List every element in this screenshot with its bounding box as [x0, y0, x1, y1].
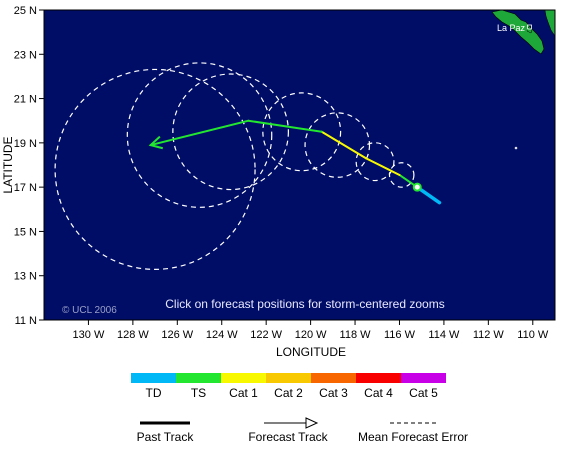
- past-track-legend-label: Past Track: [137, 430, 195, 444]
- y-tick-label: 19 N: [14, 138, 37, 150]
- map-frame: [43, 9, 556, 321]
- forecast-error-circle[interactable]: [54, 68, 256, 271]
- past-track-segment: [415, 185, 442, 205]
- y-tick-label: 21 N: [14, 94, 37, 106]
- forecast-track-segment: [149, 119, 250, 147]
- x-tick-label: 112 W: [473, 329, 505, 341]
- latitude-axis-label: LATITUDE: [1, 136, 15, 193]
- y-tick-label: 23 N: [14, 49, 37, 61]
- x-tick-label: 128 W: [117, 329, 149, 341]
- legend-swatch: [176, 373, 221, 383]
- longitude-axis-label: LONGITUDE: [276, 345, 346, 359]
- storm-track[interactable]: [148, 119, 442, 205]
- legend-category-label: TD: [146, 386, 162, 400]
- la-paz-marker: [527, 24, 532, 30]
- x-tick-label: 110 W: [517, 329, 549, 341]
- legend-swatch: [266, 373, 311, 383]
- x-tick-label: 126 W: [161, 329, 193, 341]
- forecast-track-legend-label: Forecast Track: [248, 430, 328, 444]
- forecast-error-circle[interactable]: [172, 73, 289, 191]
- legend-category-label: Cat 1: [229, 386, 258, 400]
- legend-swatch: [356, 373, 401, 383]
- x-tick-label: 120 W: [295, 329, 327, 341]
- y-tick-label: 15 N: [14, 226, 37, 238]
- legend-category-label: TS: [191, 386, 206, 400]
- longitude-axis: 130 W 128 W 126 W 124 W 122 W 120 W 118 W 116 W…: [73, 320, 549, 341]
- forecast-track-segment: [320, 130, 368, 160]
- forecast-track-legend-arrowhead: [305, 417, 319, 429]
- latitude-axis: 25 N 23 N 21 N 19 N 17 N 15 N 13 N 11 N: [14, 5, 44, 327]
- forecast-error-circles[interactable]: [54, 62, 415, 271]
- baja-california-land: [491, 10, 545, 55]
- legend-category-label: Cat 2: [274, 386, 303, 400]
- legend-category-label: Cat 4: [364, 386, 393, 400]
- x-tick-label: 116 W: [384, 329, 416, 341]
- intensity-legend: TD TS Cat 1 Cat 2 Cat 3 Cat 4 Cat 5: [131, 373, 446, 400]
- forecast-error-circle[interactable]: [388, 162, 415, 188]
- x-tick-label: 130 W: [73, 329, 105, 341]
- east-coast-land: [544, 10, 555, 37]
- la-paz-label: La Paz: [497, 23, 526, 33]
- forecast-track-segment: [365, 157, 401, 176]
- current-position-marker[interactable]: [412, 182, 422, 192]
- copyright-text: © UCL 2006: [62, 305, 117, 316]
- forecast-track-segment: [247, 119, 323, 133]
- forecast-error-circle[interactable]: [126, 62, 273, 208]
- legend-category-label: Cat 3: [319, 386, 348, 400]
- legend-swatch: [221, 373, 266, 383]
- y-tick-label: 13 N: [14, 271, 37, 283]
- legend-swatch: [401, 373, 446, 383]
- ocean-background: [44, 10, 555, 320]
- legend-swatch: [311, 373, 356, 383]
- forecast-arrowhead: [148, 135, 164, 150]
- x-tick-label: 124 W: [206, 329, 238, 341]
- legend-swatch: [131, 373, 176, 383]
- small-island: [514, 146, 518, 150]
- legend-category-label: Cat 5: [409, 386, 438, 400]
- forecast-error-circle[interactable]: [262, 92, 342, 172]
- y-tick-label: 25 N: [14, 5, 37, 17]
- x-tick-label: 122 W: [250, 329, 282, 341]
- click-hint-text: Click on forecast positions for storm-ce…: [165, 297, 444, 311]
- x-tick-label: 118 W: [340, 329, 372, 341]
- forecast-error-circle[interactable]: [304, 112, 371, 178]
- y-tick-label: 11 N: [15, 315, 37, 327]
- forecast-error-circle[interactable]: [355, 142, 395, 182]
- error-legend-label: Mean Forecast Error: [358, 430, 468, 444]
- x-tick-label: 114 W: [428, 329, 460, 341]
- y-tick-label: 17 N: [14, 182, 37, 194]
